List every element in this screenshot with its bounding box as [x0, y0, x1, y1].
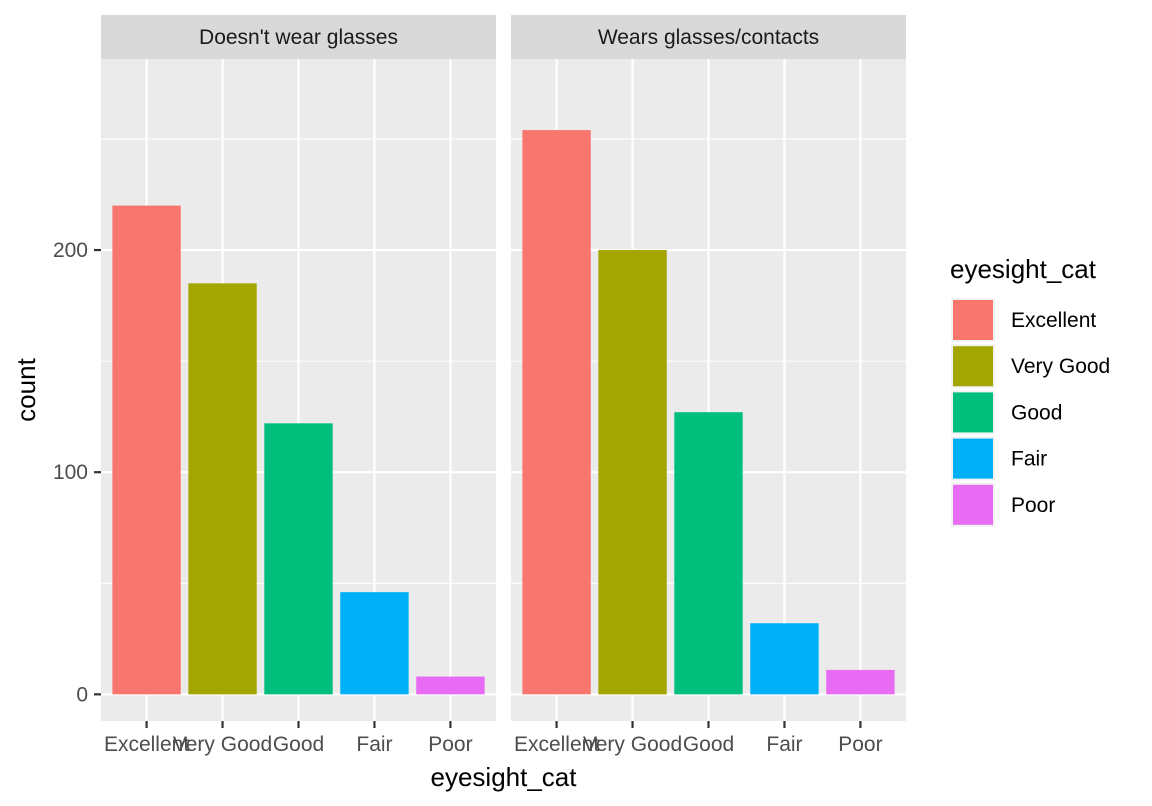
facet-panel: Doesn't wear glasses — [101, 15, 496, 721]
legend-label: Excellent — [1011, 309, 1096, 332]
x-tick-label: Fair — [766, 733, 802, 756]
legend-swatch — [953, 346, 993, 387]
x-tick-label: Good — [683, 733, 734, 756]
x-tick-label: Excellent — [104, 733, 189, 756]
bar-fair — [340, 592, 409, 695]
legend-swatch — [953, 392, 993, 433]
y-tick-label: 200 — [53, 239, 88, 262]
facet-strip — [101, 15, 496, 59]
x-tick-label: Good — [273, 733, 324, 756]
bar-good — [674, 412, 743, 695]
y-axis: 0 100 200 — [53, 239, 101, 706]
bar-excellent — [112, 205, 181, 695]
x-axis-title: eyesight_cat — [431, 762, 578, 792]
x-tick-label: Poor — [428, 733, 472, 756]
facet-panel: Wears glasses/contacts — [511, 15, 906, 721]
bar-very-good — [598, 250, 667, 695]
bar-excellent — [522, 130, 591, 695]
legend-label: Good — [1011, 401, 1062, 424]
y-tick-label: 0 — [76, 683, 88, 706]
x-tick-label: Very Good — [583, 733, 682, 756]
x-tick-label: Very Good — [173, 733, 272, 756]
bar-good — [264, 423, 333, 695]
bar-very-good — [188, 283, 257, 695]
facet-strip — [511, 15, 906, 59]
x-tick-label: Poor — [838, 733, 882, 756]
legend: eyesight_cat Excellent Very Good Good Fair P… — [950, 254, 1110, 527]
x-tick-label: Fair — [356, 733, 392, 756]
legend-label: Poor — [1011, 494, 1055, 517]
legend-swatch — [953, 438, 993, 479]
legend-swatch — [953, 484, 993, 525]
facet-panels: Doesn't wear glasses Wears glasses/contac… — [101, 15, 906, 721]
x-tick-label: Excellent — [514, 733, 599, 756]
y-tick-label: 100 — [53, 461, 88, 484]
legend-label: Very Good — [1011, 355, 1110, 378]
facet-strip-label: Doesn't wear glasses — [199, 26, 398, 49]
legend-swatch — [953, 300, 993, 340]
legend-label: Fair — [1011, 448, 1047, 471]
bar-fair — [750, 623, 819, 695]
facet-strip-label: Wears glasses/contacts — [598, 26, 819, 49]
y-axis-title: count — [11, 357, 41, 421]
bar-poor — [416, 676, 485, 695]
legend-title: eyesight_cat — [950, 254, 1097, 284]
bar-poor — [826, 669, 895, 695]
